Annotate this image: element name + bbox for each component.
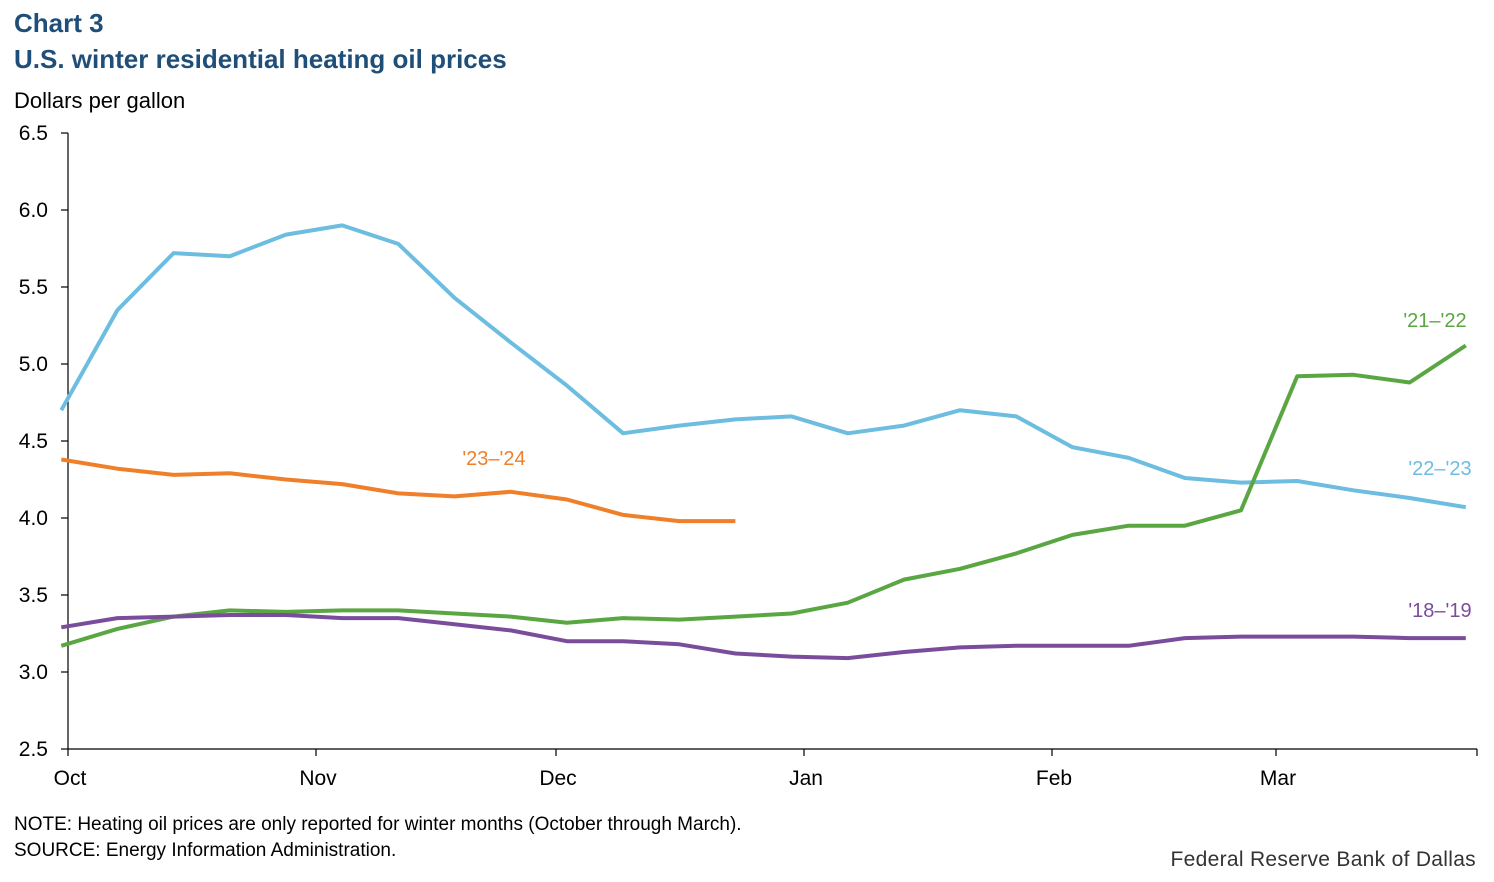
chart-title: U.S. winter residential heating oil pric… [14,44,507,74]
x-tick-label: Oct [54,767,87,790]
series-line [59,223,1467,510]
chart-source: SOURCE: Energy Information Administratio… [14,840,397,861]
y-tick-label: 3.5 [19,584,48,607]
x-axis: Oct Nov Dec Jan Feb Mar [54,748,1478,790]
series-layer [59,223,1467,661]
x-tick-label: Mar [1260,767,1296,790]
series-line [60,343,1467,648]
line-chart: 2.5 3.0 3.5 4.0 4.5 5.0 5.5 6.0 6.5 Oct Nov Dec Jan… [19,122,1478,790]
x-tick-label: Dec [539,767,576,790]
x-tick-label: Nov [299,767,337,790]
y-axis: 2.5 3.0 3.5 4.0 4.5 5.0 5.5 6.0 6.5 [19,122,69,761]
chart-note: NOTE: Heating oil prices are only report… [14,814,742,835]
y-tick-label: 4.0 [19,507,48,530]
series-line [60,613,1466,661]
series-label: '22–'23 [1408,458,1471,480]
y-tick-label: 6.5 [19,122,48,145]
series-label: '18–'19 [1408,600,1471,622]
y-tick-label: 2.5 [19,738,48,761]
series-label: '23–'24 [462,448,525,470]
y-tick-label: 3.0 [19,661,48,684]
y-axis-label: Dollars per gallon [14,88,186,113]
y-tick-label: 4.5 [19,430,48,453]
y-tick-label: 5.5 [19,276,48,299]
chart-number: Chart 3 [14,8,104,38]
y-tick-label: 6.0 [19,199,48,222]
series-label: '21–'22 [1403,310,1466,332]
y-tick-label: 5.0 [19,353,48,376]
x-tick-label: Jan [789,767,823,790]
series-line [60,457,736,524]
chart-credit: Federal Reserve Bank of Dallas [1170,848,1476,871]
series-label-layer: '22–'23 '21–'22 '18–'19 '23–'24 [462,310,1471,622]
x-tick-label: Feb [1036,767,1072,790]
